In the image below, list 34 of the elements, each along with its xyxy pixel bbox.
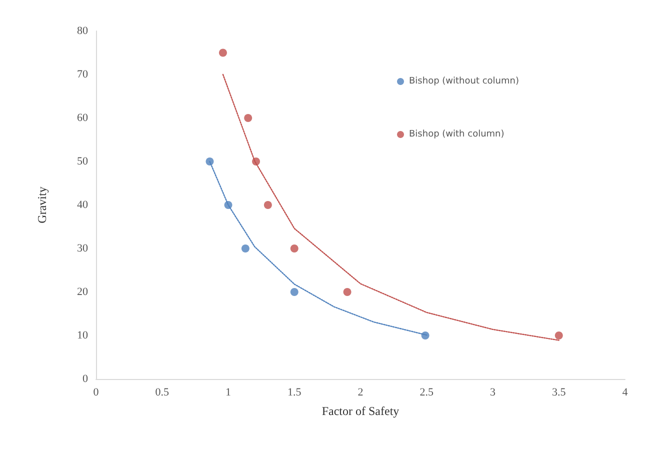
x-tick-label: 3: [490, 386, 496, 398]
point: [244, 114, 252, 122]
point: [290, 288, 298, 296]
point: [224, 201, 232, 209]
y-tick-label: 60: [77, 112, 88, 124]
x-tick-label: 3.5: [552, 386, 566, 398]
x-tick-label: 2.5: [420, 386, 434, 398]
legend-label: Bishop (without column): [409, 76, 519, 86]
y-tick-label: 80: [77, 25, 88, 37]
y-tick-label: 70: [77, 68, 88, 80]
y-axis-title: Gravity: [35, 186, 49, 224]
x-tick-label: 2: [358, 386, 364, 398]
x-axis-title: Factor of Safety: [322, 404, 400, 418]
y-tick-label: 30: [77, 242, 88, 254]
y-tick-label: 10: [77, 330, 88, 342]
point: [206, 158, 214, 166]
x-tick-label: 0: [93, 386, 100, 398]
point: [252, 158, 260, 166]
point: [264, 201, 272, 209]
point: [290, 244, 298, 252]
point: [218, 48, 227, 57]
legend-label: Bishop (with column): [409, 130, 504, 140]
point: [554, 332, 563, 340]
x-tick-label: 1: [226, 386, 231, 398]
y-tick-label: 20: [77, 286, 88, 298]
y-tick-label: 40: [77, 199, 88, 211]
x-tick-label: 1.5: [288, 386, 302, 398]
point: [241, 244, 250, 252]
y-tick-label: 50: [77, 156, 88, 168]
y-tick-label: 0: [82, 373, 88, 385]
x-tick-label: 4: [622, 386, 628, 398]
point: [421, 332, 430, 340]
x-tick-label: 0.5: [155, 386, 170, 398]
point: [343, 288, 352, 296]
